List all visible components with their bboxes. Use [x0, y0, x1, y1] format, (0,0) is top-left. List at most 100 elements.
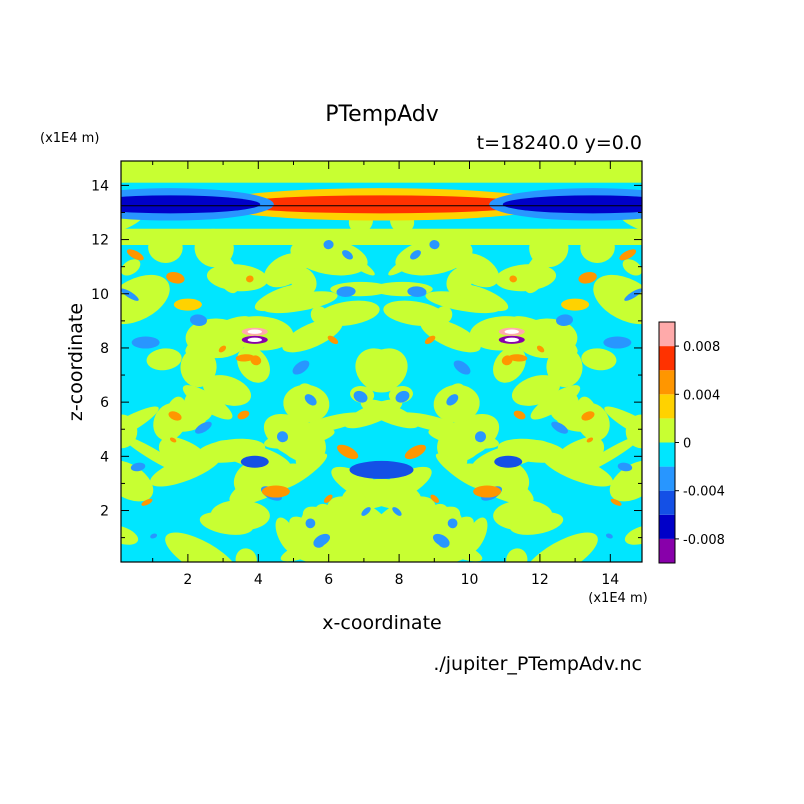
field-feature	[502, 195, 642, 214]
field-speck	[323, 494, 333, 503]
field-speck	[624, 288, 642, 301]
field-speck	[121, 288, 139, 301]
field-speck	[195, 421, 212, 434]
field-speck	[395, 390, 410, 403]
field-speck	[453, 360, 471, 375]
field-speck	[336, 286, 356, 297]
field-patch	[121, 406, 159, 449]
y-tick-label: 14	[91, 178, 109, 194]
colorbar-swatch	[659, 442, 675, 467]
field-speck	[168, 411, 182, 421]
field-speck	[126, 249, 144, 261]
field-patch	[290, 237, 368, 276]
colorbar-swatch	[659, 394, 675, 419]
field-speck	[304, 394, 317, 406]
field-patch	[435, 453, 483, 489]
field-patch	[206, 264, 268, 292]
field-feature	[240, 455, 269, 468]
x-axis-label: x-coordinate	[322, 612, 441, 634]
colorbar-swatch	[659, 346, 675, 371]
field-speck	[404, 444, 426, 460]
field-speck	[407, 286, 427, 297]
field-patch	[262, 291, 338, 314]
field-patch	[235, 548, 257, 562]
field-patch	[576, 403, 610, 441]
field-patch	[549, 389, 580, 423]
field-patch	[146, 348, 182, 371]
colorbar-tick-label: 0	[683, 437, 691, 452]
field-speck	[327, 335, 339, 345]
colorbar: 0.008 0.004 0 -0.004 -0.008	[658, 321, 725, 564]
field-speck	[513, 410, 526, 420]
chart-title: PTempAdv	[325, 102, 439, 127]
field-patch	[516, 318, 578, 359]
field-speck	[361, 507, 371, 516]
colorbar-swatch	[659, 466, 675, 491]
field-speck	[410, 250, 421, 260]
field-speck	[429, 240, 440, 250]
y-tick-label: 2	[100, 504, 109, 520]
field-speck	[313, 537, 325, 548]
field-speck	[430, 494, 440, 503]
field-speck	[424, 335, 436, 345]
z-unit-label: (x1E4 m)	[40, 131, 99, 146]
source-file: ./jupiter_PTempAdv.nc	[433, 653, 642, 675]
field-feature	[494, 455, 523, 468]
y-tick-label: 4	[100, 449, 109, 465]
field-feature	[603, 336, 632, 349]
field-speck	[446, 394, 459, 406]
field-speck	[586, 437, 594, 443]
field-patch	[280, 453, 328, 489]
field-patch	[511, 375, 561, 406]
colorbar-swatch	[659, 418, 675, 443]
field-feature	[173, 298, 202, 311]
x-tick-label: 8	[395, 572, 404, 588]
field-patch	[153, 403, 187, 441]
y-axis: 2 4 6 8 10 12 14	[91, 178, 642, 539]
field-feature	[261, 485, 290, 498]
contour-field	[121, 161, 642, 562]
field-speck	[617, 462, 633, 472]
x-tick-label: 12	[531, 572, 549, 588]
field-patch	[495, 264, 557, 292]
field-patch	[581, 348, 617, 371]
colorbar-swatch	[659, 490, 675, 515]
field-patch	[517, 441, 591, 466]
field-speck	[474, 431, 486, 443]
field-patch	[317, 300, 380, 326]
field-speck	[438, 537, 450, 548]
field-speck	[166, 272, 185, 284]
field-patch	[165, 532, 240, 562]
field-patch	[604, 406, 642, 449]
field-patch	[433, 384, 480, 423]
colorbar-tick-label: 0.008	[683, 340, 720, 355]
field-speck	[536, 345, 545, 353]
field-feature	[121, 195, 261, 214]
field-patch	[254, 284, 307, 312]
field-speck	[619, 249, 637, 261]
field-patch	[523, 532, 598, 562]
colorbar-tick-label: -0.004	[683, 485, 725, 500]
field-speck	[556, 314, 574, 326]
field-speck	[141, 498, 153, 506]
field-speck	[292, 360, 310, 375]
field-feature	[561, 298, 590, 311]
x-tick-label: 4	[254, 572, 263, 588]
x-tick-label: 2	[183, 572, 192, 588]
y-tick-label: 6	[100, 395, 109, 411]
field-speck	[323, 240, 334, 250]
field-patch	[367, 496, 436, 549]
field-feature	[131, 336, 160, 349]
field-patch	[622, 259, 642, 276]
field-feature-core	[504, 337, 519, 343]
field-speck	[342, 250, 353, 260]
field-speck	[189, 314, 207, 326]
field-speck	[277, 431, 289, 443]
field-patch	[202, 375, 252, 406]
plot-frame	[120, 160, 643, 563]
y-tick-label: 12	[91, 233, 109, 249]
field-speck	[610, 498, 622, 506]
field-patch	[397, 412, 464, 434]
field-patch	[299, 412, 366, 434]
colorbar-swatch	[659, 514, 675, 539]
